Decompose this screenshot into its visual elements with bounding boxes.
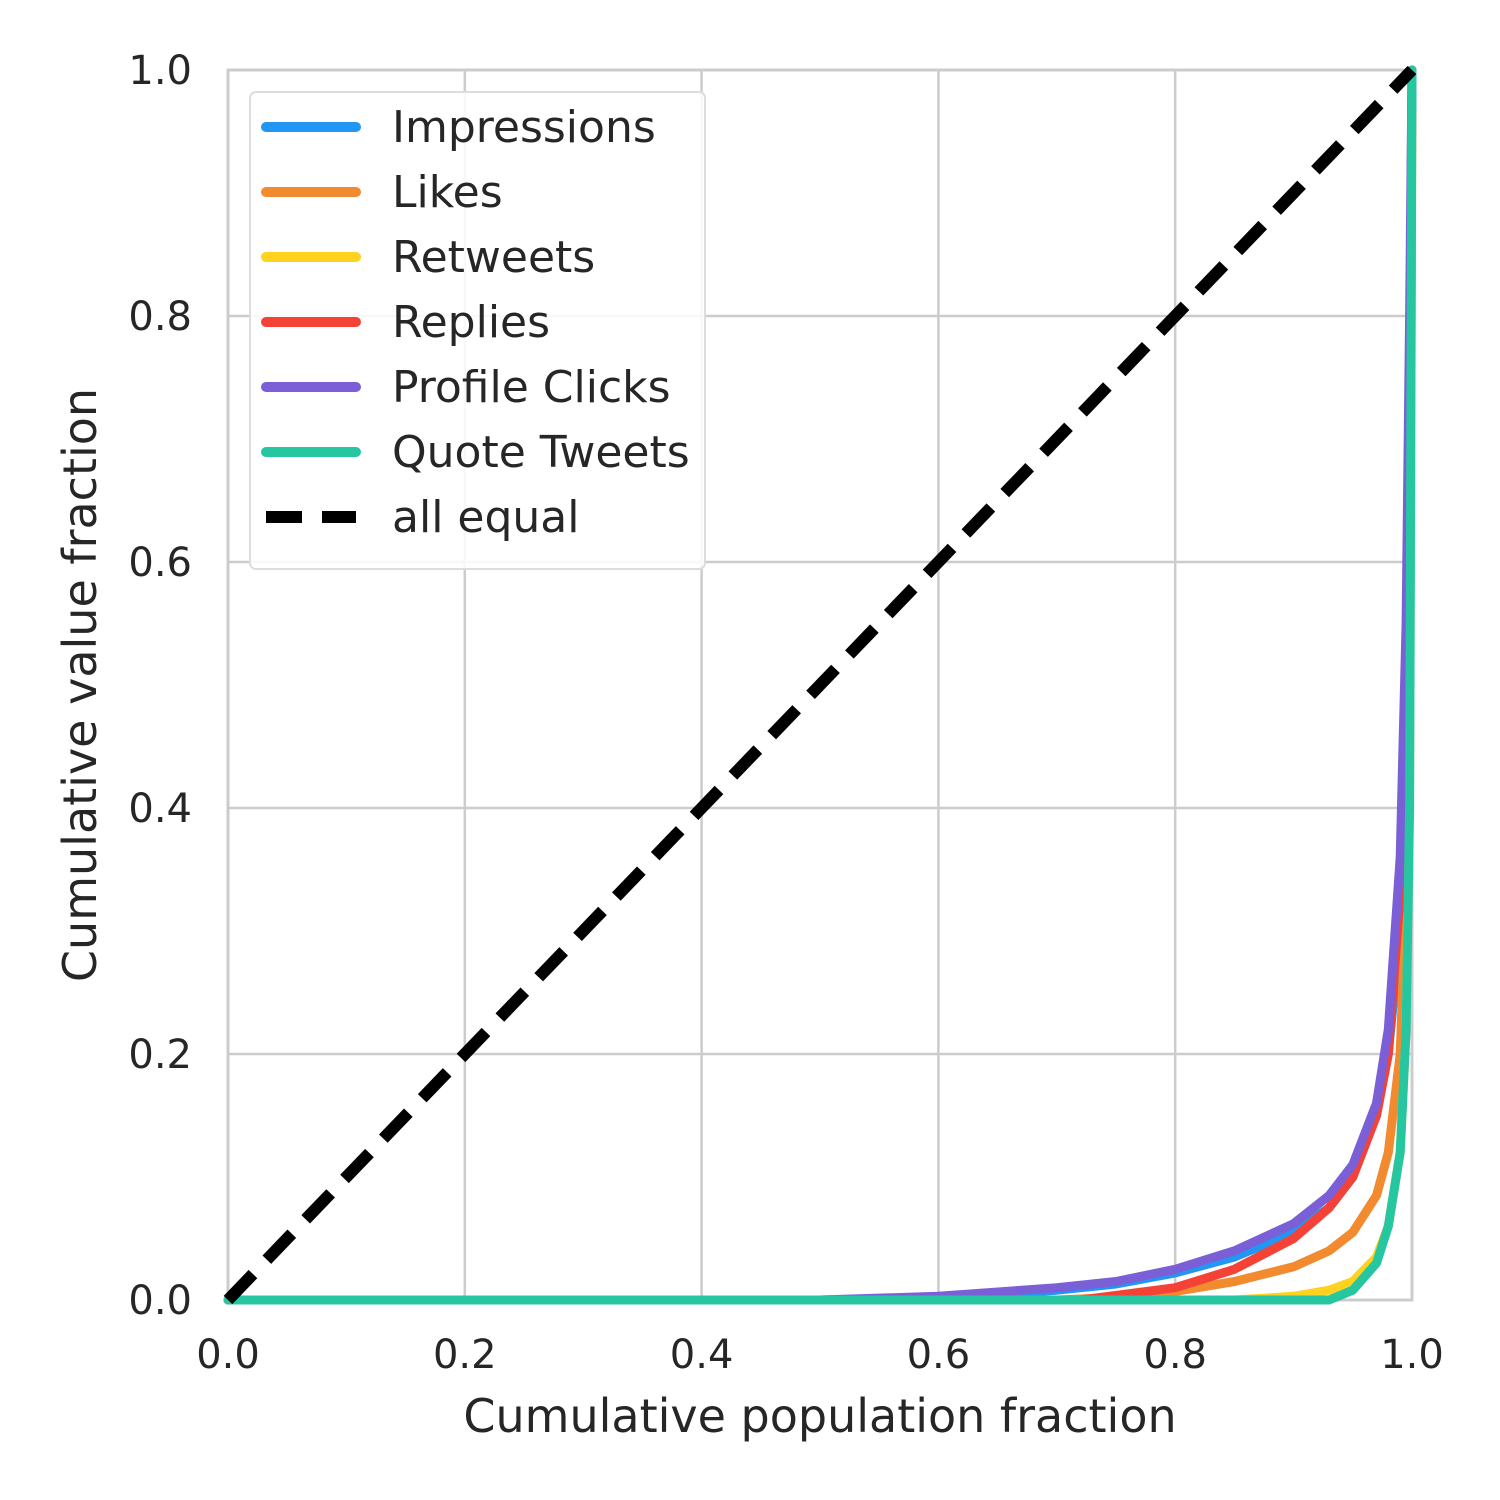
series-line-quote-tweets (223, 65, 1417, 1305)
legend-box (249, 91, 706, 570)
legend-label: Replies (392, 297, 550, 348)
y-axis-label: Cumulative value fraction (53, 388, 107, 982)
x-axis-label: Cumulative population fraction (463, 1389, 1176, 1443)
legend-label: all equal (392, 492, 579, 543)
legend: Impressions Likes Retweets Replies Profile C… (249, 91, 706, 570)
x-tick-label: 0.2 (433, 1332, 497, 1378)
legend-label: Quote Tweets (392, 427, 690, 478)
series-layer (223, 65, 1417, 1305)
tick-labels: 0.0 0.2 0.4 0.6 0.8 1.0 0.0 0.2 0.4 0.6 0.8 1.0 (128, 48, 1443, 1378)
series-line-profile-clicks (223, 65, 1417, 1305)
legend-label: Retweets (392, 232, 595, 283)
series-line-all-equal (223, 65, 1417, 1305)
y-tick-label: 0.2 (128, 1032, 192, 1078)
x-tick-label: 0.6 (907, 1332, 971, 1378)
legend-label: Impressions (392, 102, 656, 153)
x-tick-label: 0.8 (1143, 1332, 1207, 1378)
legend-label: Likes (392, 167, 503, 218)
y-tick-label: 0.4 (128, 786, 192, 832)
y-tick-label: 0.8 (128, 294, 192, 340)
legend-label: Profile Clicks (392, 362, 671, 413)
x-tick-label: 1.0 (1380, 1332, 1444, 1378)
x-tick-label: 0.0 (196, 1332, 260, 1378)
y-tick-label: 0.0 (128, 1278, 192, 1324)
x-tick-label: 0.4 (670, 1332, 734, 1378)
y-tick-label: 0.6 (128, 540, 192, 586)
y-tick-label: 1.0 (128, 48, 192, 94)
